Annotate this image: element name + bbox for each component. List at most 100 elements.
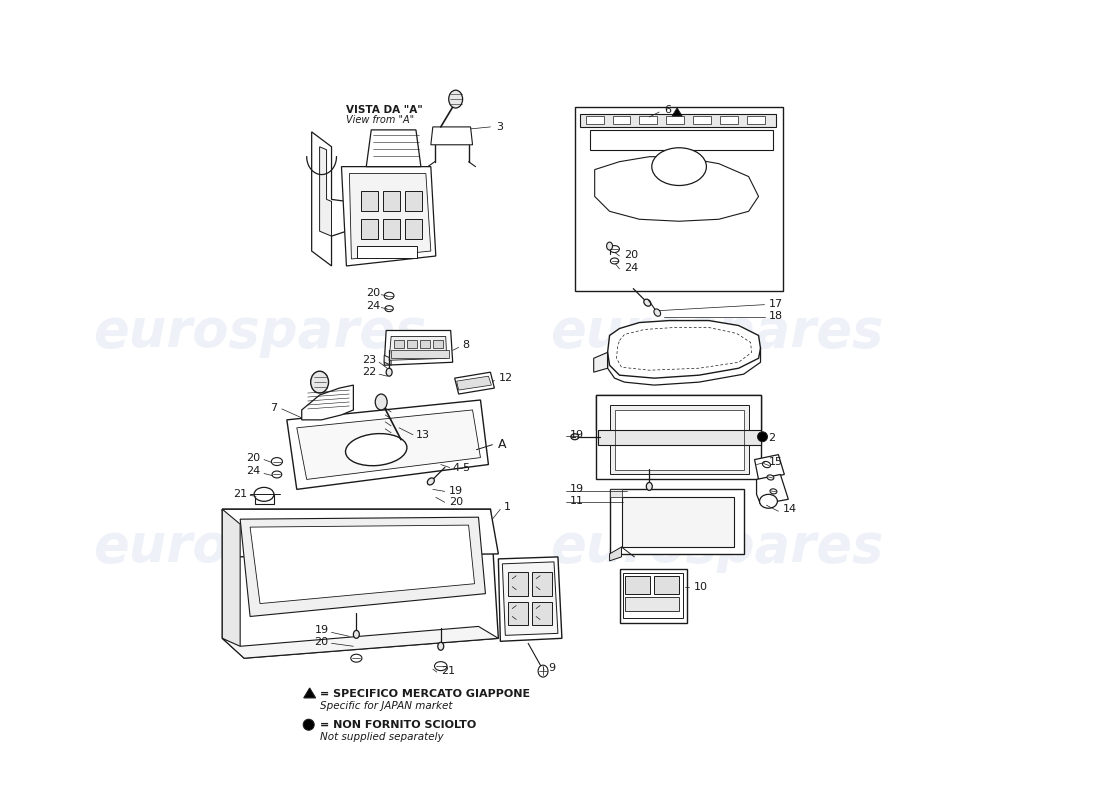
Bar <box>532 572 552 596</box>
Text: 4-5: 4-5 <box>453 462 471 473</box>
Text: 8: 8 <box>463 340 470 350</box>
Polygon shape <box>301 385 353 420</box>
Text: eurospares: eurospares <box>94 521 427 573</box>
Polygon shape <box>596 395 760 430</box>
Text: 19: 19 <box>570 430 584 440</box>
Ellipse shape <box>644 299 651 306</box>
Ellipse shape <box>345 434 407 466</box>
Text: 19: 19 <box>570 484 584 494</box>
Text: 19: 19 <box>449 486 463 496</box>
Polygon shape <box>609 490 622 498</box>
Polygon shape <box>222 626 498 658</box>
Ellipse shape <box>652 148 706 186</box>
Text: = SPECIFICO MERCATO GIAPPONE: = SPECIFICO MERCATO GIAPPONE <box>320 689 530 699</box>
Bar <box>405 191 422 211</box>
Text: 20: 20 <box>449 498 463 507</box>
Polygon shape <box>350 174 431 259</box>
Bar <box>383 191 400 211</box>
Polygon shape <box>366 130 421 166</box>
Text: 21: 21 <box>441 666 455 676</box>
Polygon shape <box>320 146 331 236</box>
Ellipse shape <box>767 475 774 480</box>
Polygon shape <box>454 372 494 394</box>
Text: 11: 11 <box>570 496 584 506</box>
Bar <box>585 116 604 124</box>
Ellipse shape <box>609 246 619 253</box>
Polygon shape <box>609 405 749 474</box>
Polygon shape <box>222 510 498 557</box>
Text: 1: 1 <box>504 502 512 512</box>
Bar <box>626 576 650 594</box>
Polygon shape <box>255 494 274 504</box>
Text: 20: 20 <box>625 250 639 260</box>
Bar <box>667 116 684 124</box>
Ellipse shape <box>427 478 434 485</box>
Ellipse shape <box>385 306 394 312</box>
Text: Specific for JAPAN market: Specific for JAPAN market <box>320 701 452 711</box>
Ellipse shape <box>254 487 274 502</box>
Ellipse shape <box>353 630 360 638</box>
Polygon shape <box>590 130 773 150</box>
Bar <box>693 116 711 124</box>
Text: 7: 7 <box>270 403 277 413</box>
Text: 13: 13 <box>416 430 430 440</box>
Polygon shape <box>757 474 789 504</box>
Polygon shape <box>240 517 485 617</box>
Ellipse shape <box>538 665 548 677</box>
Ellipse shape <box>759 494 778 508</box>
Polygon shape <box>498 557 562 642</box>
Text: 6: 6 <box>664 105 671 115</box>
Ellipse shape <box>762 462 770 468</box>
Bar <box>747 116 764 124</box>
Text: eurospares: eurospares <box>550 306 883 358</box>
Text: eurospares: eurospares <box>550 521 883 573</box>
Polygon shape <box>341 166 436 266</box>
Ellipse shape <box>606 242 613 250</box>
Polygon shape <box>615 410 744 470</box>
Text: 2: 2 <box>769 433 776 442</box>
Text: 17: 17 <box>769 298 782 309</box>
Text: VISTA DA "A": VISTA DA "A" <box>346 105 424 115</box>
Polygon shape <box>297 410 481 479</box>
Text: 19: 19 <box>315 626 329 635</box>
Text: 24: 24 <box>366 301 381 310</box>
Text: 22: 22 <box>362 367 376 377</box>
Bar <box>407 341 417 348</box>
Bar <box>532 602 552 626</box>
Bar <box>383 219 400 239</box>
Bar <box>405 219 422 239</box>
Polygon shape <box>389 337 447 360</box>
Polygon shape <box>311 132 346 266</box>
Ellipse shape <box>272 458 283 466</box>
Text: 20: 20 <box>315 638 329 647</box>
Text: 9: 9 <box>548 663 556 673</box>
Circle shape <box>758 432 768 442</box>
Ellipse shape <box>770 489 777 494</box>
Bar <box>361 219 378 239</box>
Bar <box>420 341 430 348</box>
Polygon shape <box>304 688 316 698</box>
Text: = NON FORNITO SCIOLTO: = NON FORNITO SCIOLTO <box>320 720 476 730</box>
Circle shape <box>304 719 315 730</box>
Text: 12: 12 <box>498 373 513 383</box>
Text: 24: 24 <box>625 263 639 273</box>
Bar <box>432 341 442 348</box>
Ellipse shape <box>647 482 652 490</box>
Ellipse shape <box>384 292 394 299</box>
Ellipse shape <box>375 394 387 410</box>
Bar <box>613 116 630 124</box>
Ellipse shape <box>571 434 579 440</box>
Bar <box>626 597 679 610</box>
Bar <box>508 572 528 596</box>
Polygon shape <box>431 127 473 145</box>
Bar <box>392 350 449 358</box>
Ellipse shape <box>434 662 447 670</box>
Ellipse shape <box>310 371 329 393</box>
Ellipse shape <box>272 471 282 478</box>
Polygon shape <box>222 510 498 658</box>
Polygon shape <box>607 321 760 378</box>
Polygon shape <box>621 498 734 547</box>
Text: 15: 15 <box>769 457 782 466</box>
Polygon shape <box>597 430 760 445</box>
Bar <box>639 116 658 124</box>
